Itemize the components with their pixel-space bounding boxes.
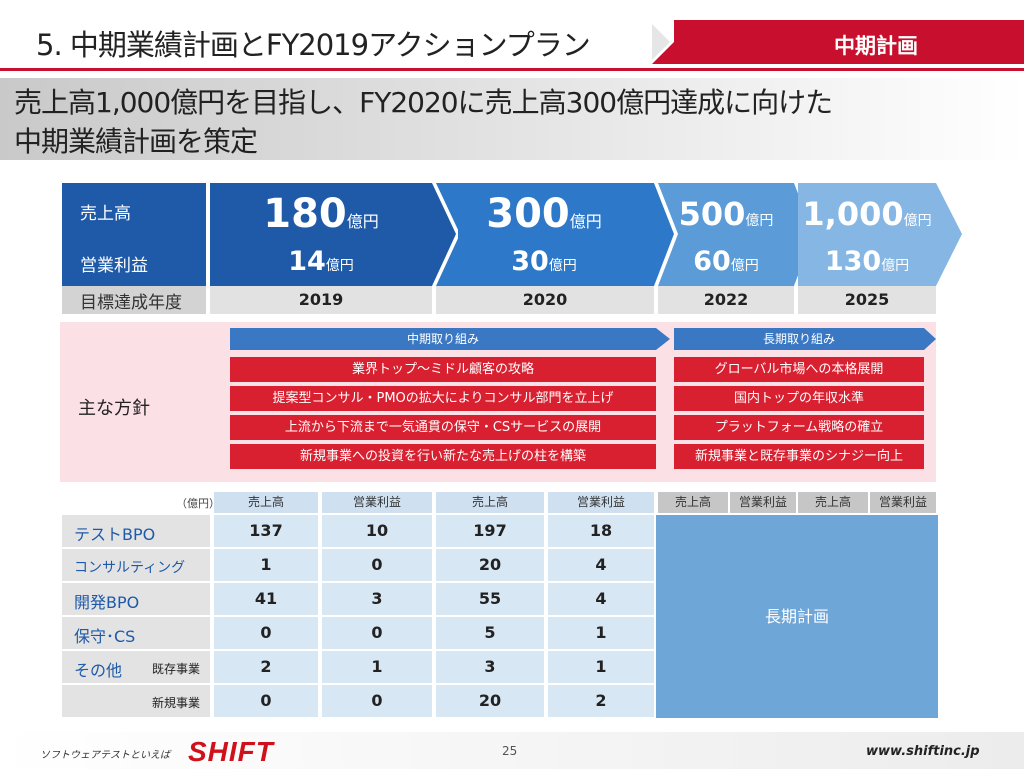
table-cell: 20 — [436, 549, 544, 581]
table-cell: 5 — [436, 617, 544, 649]
target-block-2020: 300億円 30億円 — [434, 183, 654, 286]
section-tag-label: 中期計画 — [834, 34, 918, 58]
table-cell: 4 — [548, 583, 654, 615]
section-tag-shape — [652, 20, 1024, 64]
table-cell: 4 — [548, 549, 654, 581]
long-term-plan-label: 長期計画 — [764, 607, 829, 626]
metric-label-year: 目標達成年度 — [62, 286, 206, 314]
arrow-right-icon — [924, 328, 936, 350]
table-row-label: 新規事業 — [62, 685, 210, 717]
mid-term-item: 業界トップ～ミドル顧客の攻略 — [230, 357, 656, 382]
table-cell: 10 — [322, 515, 432, 547]
segment-name: 開発BPO — [74, 593, 140, 612]
column-header-sales: 売上高 — [658, 492, 728, 513]
table-cell: 2 — [214, 651, 318, 683]
table-cell: 0 — [322, 549, 432, 581]
table-cell: 137 — [214, 515, 318, 547]
subtitle-line-1: 売上高1,000億円を目指し、FY2020に売上高300億円達成に向けた — [14, 86, 833, 119]
section-tag: 中期計画 — [652, 20, 1024, 64]
table-cell: 20 — [436, 685, 544, 717]
column-header-sales: 売上高 — [436, 492, 544, 513]
long-term-item: 国内トップの年収水準 — [674, 386, 924, 411]
mid-term-item: 提案型コンサル・PMOの拡大によりコンサル部門を立上げ — [230, 386, 656, 411]
target-block-2022: 500億円 60億円 — [658, 183, 794, 286]
table-row-label: 保守･CS — [62, 617, 210, 649]
target-profit: 130億円 — [824, 246, 910, 277]
column-header-profit: 営業利益 — [730, 492, 796, 513]
mid-term-item: 上流から下流まで一気通貫の保守・CSサービスの展開 — [230, 415, 656, 440]
column-header-profit: 営業利益 — [870, 492, 936, 513]
table-cell: 0 — [214, 617, 318, 649]
table-cell: 3 — [436, 651, 544, 683]
table-row-label: その他 既存事業 — [62, 651, 210, 683]
segment-name: テストBPO — [74, 525, 156, 544]
column-header-sales: 売上高 — [798, 492, 868, 513]
table-cell: 18 — [548, 515, 654, 547]
table-cell: 2 — [548, 685, 654, 717]
footer: ソフトウェアテストといえば SHIFT 25 www.shiftinc.jp — [0, 732, 1024, 769]
target-year-2020: 2020 — [436, 286, 654, 314]
table-cell: 3 — [322, 583, 432, 615]
segment-subname: 新規事業 — [151, 696, 200, 710]
table-cell: 41 — [214, 583, 318, 615]
header-rule — [0, 68, 1024, 71]
long-term-item: 新規事業と既存事業のシナジー向上 — [674, 444, 924, 469]
mid-term-header: 中期取り組み — [230, 328, 656, 350]
shift-logo: SHIFT — [188, 736, 274, 767]
footer-url[interactable]: www.shiftinc.jp — [866, 744, 980, 759]
segment-name: その他 — [74, 661, 123, 680]
column-header-profit: 営業利益 — [322, 492, 432, 513]
target-sales: 500億円 — [678, 195, 774, 233]
table-cell: 0 — [322, 685, 432, 717]
target-block-2025: 1,000億円 130億円 — [798, 183, 936, 286]
column-header-profit: 営業利益 — [548, 492, 654, 513]
subtitle-line-2: 中期業績計画を策定 — [14, 125, 258, 158]
chevron-arrow-icon — [936, 183, 962, 286]
target-sales: 300億円 — [486, 191, 602, 237]
target-block-2019: 180億円 14億円 — [210, 183, 432, 286]
target-sales: 180億円 — [263, 191, 379, 237]
page-title: 5. 中期業績計画とFY2019アクションプラン — [36, 28, 591, 62]
long-term-item: プラットフォーム戦略の確立 — [674, 415, 924, 440]
table-row-label: 開発BPO — [62, 583, 210, 615]
unit-note: （億円） — [176, 497, 220, 510]
target-profit: 60億円 — [693, 246, 759, 277]
target-year-2025: 2025 — [798, 286, 936, 314]
table-cell: 1 — [548, 617, 654, 649]
column-header-sales: 売上高 — [214, 492, 318, 513]
target-profit: 30億円 — [511, 246, 577, 277]
table-row-label: テストBPO — [62, 515, 210, 547]
subtitle-band: 売上高1,000億円を目指し、FY2020に売上高300億円達成に向けた 中期業… — [0, 78, 1024, 160]
table-cell: 1 — [548, 651, 654, 683]
table-cell: 1 — [214, 549, 318, 581]
table-cell: 197 — [436, 515, 544, 547]
long-term-plan-panel: 長期計画 — [656, 515, 938, 718]
metric-label-profit: 営業利益 — [62, 240, 206, 286]
segment-name: コンサルティング — [74, 560, 186, 576]
target-year-2022: 2022 — [658, 286, 794, 314]
table-row-label: コンサルティング — [62, 549, 210, 581]
chevron-arrow-icon — [654, 183, 678, 286]
segment-subname: 既存事業 — [151, 662, 200, 676]
segment-name: 保守･CS — [74, 627, 136, 646]
page-number: 25 — [502, 744, 518, 758]
footer-tagline: ソフトウェアテストといえば — [40, 750, 170, 761]
long-term-item: グローバル市場への本格展開 — [674, 357, 924, 382]
table-cell: 0 — [214, 685, 318, 717]
target-sales: 1,000億円 — [802, 195, 932, 233]
table-cell: 0 — [322, 617, 432, 649]
table-cell: 1 — [322, 651, 432, 683]
mid-term-item: 新規事業への投資を行い新たな売上げの柱を構築 — [230, 444, 656, 469]
target-profit: 14億円 — [288, 246, 354, 277]
policy-label: 主な方針 — [78, 398, 150, 419]
arrow-right-icon — [656, 328, 670, 350]
target-year-2019: 2019 — [210, 286, 432, 314]
table-cell: 55 — [436, 583, 544, 615]
metric-label-sales: 売上高 — [62, 183, 206, 240]
chevron-arrow-icon — [432, 183, 458, 286]
long-term-header: 長期取り組み — [674, 328, 924, 350]
